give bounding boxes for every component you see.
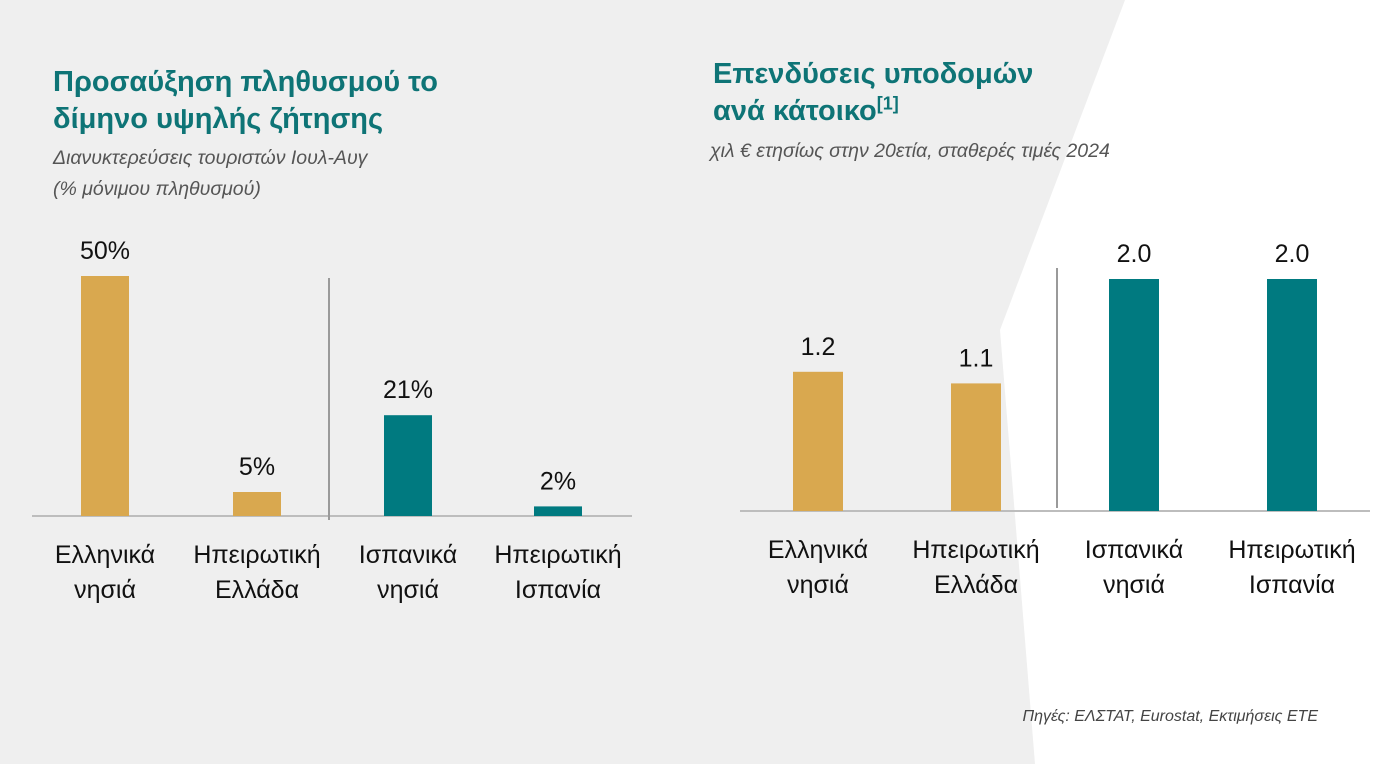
left-category-label-3-line-1: Ισπανικά — [359, 541, 457, 569]
left-category-label-2: Ηπειρωτική Ελλάδα — [193, 541, 320, 604]
left-category-label-4-line-1: Ηπειρωτική — [494, 541, 621, 569]
left-value-label-1: 50% — [80, 237, 130, 265]
right-category-label-1: Ελληνικά νησιά — [768, 536, 868, 599]
right-value-label-4: 2.0 — [1275, 240, 1310, 268]
right-bar-4 — [1267, 279, 1317, 511]
right-value-label-3: 2.0 — [1117, 240, 1152, 268]
right-category-label-1-line-2: νησιά — [787, 571, 849, 599]
footnote-marker: [1] — [876, 93, 899, 114]
right-chart-subtitle: χιλ € ετησίως στην 20ετία, σταθερές τιμέ… — [710, 140, 1110, 162]
left-value-label-4: 2% — [540, 467, 576, 495]
left-category-label-2-line-2: Ελλάδα — [215, 576, 299, 604]
left-subtitle-line1: Διανυκτερεύσεις τουριστών Ιουλ-Αυγ — [53, 147, 368, 169]
left-bar-3 — [384, 415, 432, 516]
left-bar-2 — [233, 492, 281, 516]
right-category-label-4-line-2: Ισπανία — [1249, 571, 1335, 599]
left-bar-chart: 50% Ελληνικά νησιά 5% Ηπειρωτική Ελλάδα 21% Ισπ… — [32, 237, 632, 604]
right-bar-2 — [951, 383, 1001, 511]
right-value-label-2: 1.1 — [959, 344, 994, 372]
right-category-label-1-line-1: Ελληνικά — [768, 536, 868, 564]
left-category-label-1: Ελληνικά νησιά — [55, 541, 155, 604]
left-chart-title: Προσαύξηση πληθυσμού το δίμηνο υψηλής ζή… — [53, 64, 438, 138]
right-value-label-1: 1.2 — [801, 333, 836, 361]
right-chart-title: Επενδύσεις υποδομών ανά κάτοικο[1] — [713, 56, 1033, 130]
right-bar-1 — [793, 371, 843, 511]
right-category-label-4: Ηπειρωτική Ισπανία — [1228, 536, 1355, 599]
right-title-line2: ανά κάτοικο — [713, 95, 877, 127]
left-category-label-4: Ηπειρωτική Ισπανία — [494, 541, 621, 604]
right-chart-panel: Επενδύσεις υποδομών ανά κάτοικο[1] χιλ €… — [690, 0, 1386, 764]
left-title-line1: Προσαύξηση πληθυσμού το — [53, 66, 438, 98]
left-category-label-1-line-1: Ελληνικά — [55, 541, 155, 569]
right-title-line1: Επενδύσεις υποδομών — [713, 58, 1034, 90]
right-category-label-3-line-2: νησιά — [1103, 571, 1165, 599]
right-category-label-2: Ηπειρωτική Ελλάδα — [912, 536, 1039, 599]
right-bar-chart: 1.2 Ελληνικά νησιά 1.1 Ηπειρωτική Ελλάδα 2.0 Ισ… — [740, 240, 1370, 599]
right-category-label-2-line-2: Ελλάδα — [934, 571, 1018, 599]
left-chart-subtitle: Διανυκτερεύσεις τουριστών Ιουλ-Αυγ (% μό… — [53, 143, 367, 205]
left-category-label-2-line-1: Ηπειρωτική — [193, 541, 320, 569]
right-category-label-2-line-1: Ηπειρωτική — [912, 536, 1039, 564]
left-title-line2: δίμηνο υψηλής ζήτησης — [53, 103, 384, 135]
left-value-label-3: 21% — [383, 376, 433, 404]
left-chart-panel: Προσαύξηση πληθυσμού το δίμηνο υψηλής ζή… — [0, 0, 690, 764]
left-category-label-4-line-2: Ισπανία — [515, 576, 601, 604]
right-category-label-3-line-1: Ισπανικά — [1085, 536, 1183, 564]
left-category-label-1-line-2: νησιά — [74, 576, 136, 604]
source-note: Πηγές: ΕΛΣΤΑΤ, Eurostat, Εκτιμήσεις ΕΤΕ — [1022, 708, 1318, 725]
left-category-label-3: Ισπανικά νησιά — [359, 541, 457, 604]
left-value-label-2: 5% — [239, 453, 275, 481]
right-bar-3 — [1109, 279, 1159, 511]
left-category-label-3-line-2: νησιά — [377, 576, 439, 604]
left-bar-1 — [81, 276, 129, 516]
left-subtitle-line2: (% μόνιμου πληθυσμού) — [53, 178, 261, 200]
left-bar-4 — [534, 506, 582, 516]
right-category-label-4-line-1: Ηπειρωτική — [1228, 536, 1355, 564]
right-category-label-3: Ισπανικά νησιά — [1085, 536, 1183, 599]
